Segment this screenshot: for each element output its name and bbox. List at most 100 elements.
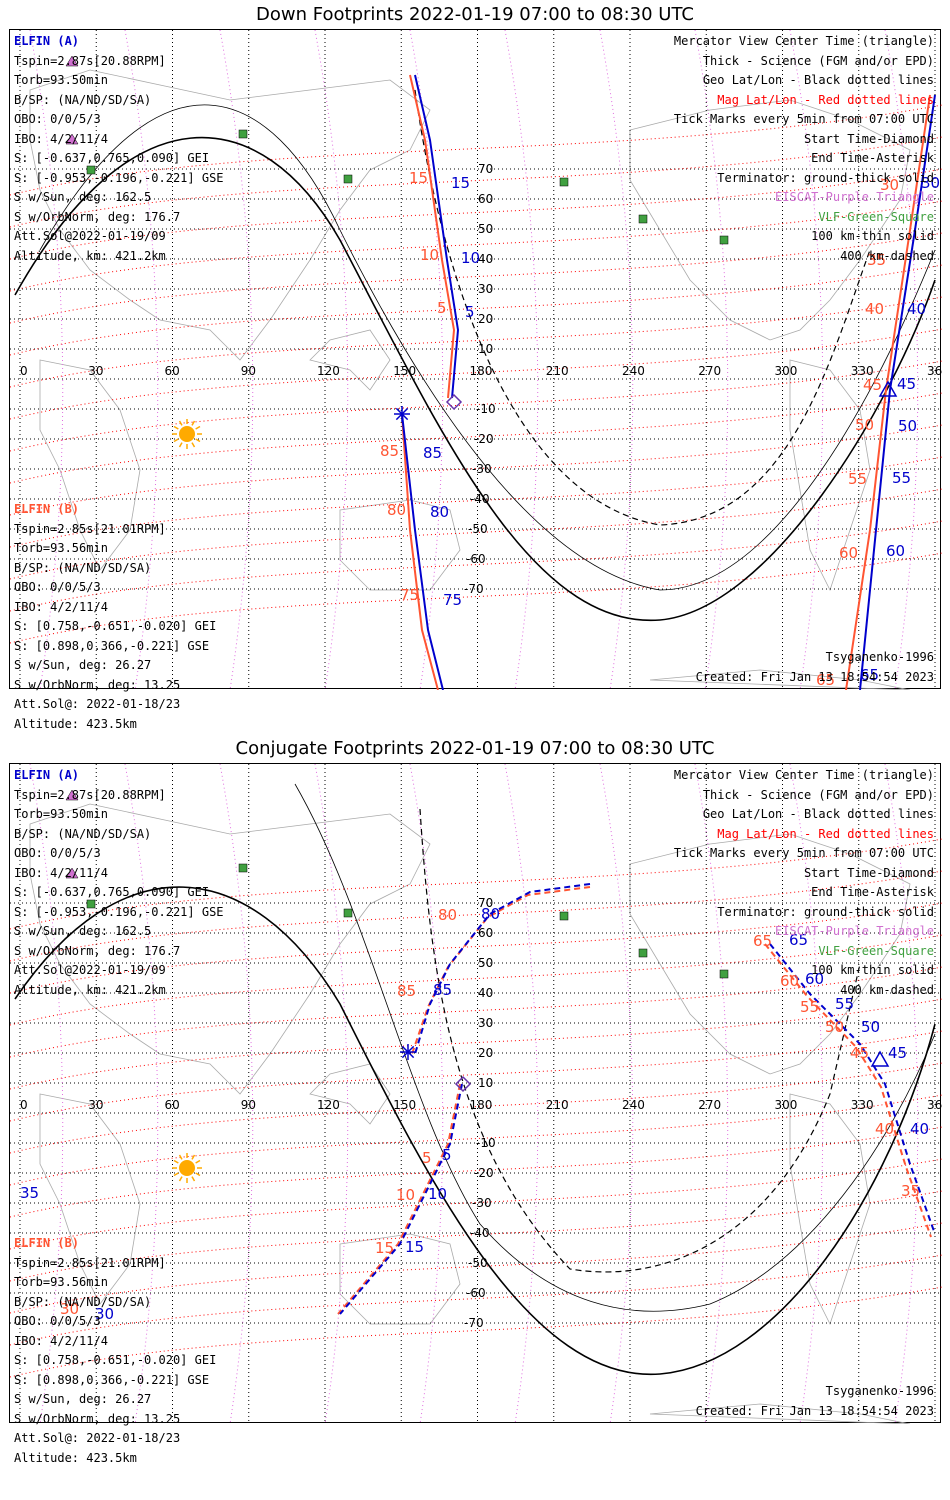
legend-entry: Mag Lat/Lon - Red dotted lines	[717, 826, 934, 841]
legend-entry: End Time-Asterisk	[811, 885, 934, 899]
elfin-b-info-line: IBO: 4/2/11/4	[14, 1333, 108, 1348]
elfin-b-info: ELFIN (B) Tspin=2.85s[21.01RPM] Torb=93.56…	[14, 500, 216, 734]
sun-ray	[173, 1159, 179, 1164]
mag-meridian	[409, 764, 444, 1424]
elfin-b-tick-label: 75	[400, 586, 419, 604]
sun-disc	[179, 426, 195, 442]
lon-tick-label: 300	[775, 364, 798, 378]
elfin-a-info-line: S w/OrbNorm, deg: 176.7	[14, 209, 181, 224]
elfin-b-tick-label: 50	[825, 1018, 844, 1036]
lon-tick-label: 60	[165, 364, 180, 378]
sun-ray	[173, 425, 179, 430]
lat-label: 10	[478, 1076, 493, 1090]
mag-parallel	[10, 264, 942, 356]
elfin-b-tick-label: 10	[420, 246, 439, 264]
landmass	[649, 1403, 911, 1424]
elfin-b-info-line: S: [0.758,-0.651,-0.020] GEI	[14, 619, 217, 633]
lon-tick-label: 270	[698, 1098, 721, 1112]
elfin-a-info-line: OBO: 0/0/5/3	[14, 112, 101, 126]
lat-label: 70	[478, 896, 493, 910]
landmass	[309, 329, 391, 391]
legend-entry: 400 km-dashed	[840, 248, 934, 263]
elfin-a-tick-label: 40	[907, 300, 926, 318]
elfin-b-tick-label: 60	[839, 544, 858, 562]
legend-entry: Terminator: ground-thick solid	[717, 170, 934, 185]
lat-label: -60	[466, 1286, 486, 1300]
lon-tick-label: 300	[775, 1098, 798, 1112]
elfin-b-tick-label: 80	[387, 501, 406, 519]
elfin-a-tick-label: 35	[20, 1184, 39, 1202]
landmass	[629, 99, 911, 341]
conjugate-footprints-map: 0 30 60 90 120 150 180 210 240 270 300 330 360 70 60 50…	[9, 763, 942, 1465]
footprint-400km	[419, 808, 861, 1273]
vlf-station-marker	[559, 911, 569, 921]
lat-label: -40	[470, 492, 490, 506]
lat-label: 70	[478, 162, 493, 176]
landmass	[629, 833, 911, 1075]
legend-entry: VLF-Green-Square	[818, 209, 934, 224]
mag-meridian	[504, 764, 539, 1424]
map-legend: Mercator View Center Time (triangle) Thic…	[674, 766, 934, 1000]
lon-tick-label: 90	[241, 1098, 256, 1112]
elfin-b-info-line: S: [0.898,0.366,-0.221] GSE	[14, 638, 210, 653]
elfin-b-tick-label: 55	[848, 470, 867, 488]
terminator-ground	[14, 886, 936, 1375]
landmass	[339, 499, 461, 591]
elfin-a-tick-label: 85	[433, 981, 452, 999]
elfin-b-info-line: OBO: 0/0/5/3	[14, 580, 101, 594]
elfin-a-tick-label: 60	[886, 542, 905, 560]
mag-meridian	[504, 30, 539, 690]
elfin-a-tick-label: 65	[789, 931, 808, 949]
sun-ray	[173, 438, 179, 443]
landmass	[29, 803, 431, 1095]
elfin-b-info: ELFIN (B) Tspin=2.85s[21.01RPM] Torb=93.56…	[14, 1234, 216, 1468]
elfin-a-info-line: B/SP: (NA/ND/SD/SA)	[14, 826, 152, 841]
elfin-b-info-line: Torb=93.56min	[14, 1275, 108, 1289]
elfin-a-tick-label: 5	[442, 1146, 452, 1164]
elfin-b-tick-label: 50	[855, 416, 874, 434]
end-asterisk-marker	[400, 1044, 416, 1060]
elfin-b-info-line: Torb=93.56min	[14, 541, 108, 555]
elfin-a-tick-label: 30	[95, 1305, 114, 1323]
elfin-a-info: ELFIN (A) Tspin=2.87s[20.88RPM] Torb=93.50…	[14, 766, 224, 1000]
start-diamond-marker	[445, 393, 463, 411]
lon-tick-label: 330	[851, 1098, 874, 1112]
elfin-b-info-line: IBO: 4/2/11/4	[14, 599, 108, 614]
sun-ray	[191, 420, 196, 426]
lon-tick-label: 240	[622, 364, 645, 378]
elfin-a-info-line: Altitude, km: 421.2km	[14, 982, 166, 997]
elfin-a-tick-label: 65	[860, 666, 879, 684]
elfin-b-info-line: S w/OrbNorm, deg: 13.25	[14, 1411, 181, 1426]
elfin-a-heading: ELFIN (A)	[14, 34, 80, 48]
lat-label: -30	[472, 1196, 492, 1210]
elfin-b-tick-label: 85	[397, 982, 416, 1000]
created-timestamp: Created: Fri Jan 13 18:54:54 2023	[695, 670, 934, 684]
terminator-ground	[14, 136, 936, 621]
lat-label: 50	[478, 222, 493, 236]
legend-entry: Thick - Science (FGM and/or EPD)	[702, 53, 934, 68]
lon-tick-label: 330	[851, 364, 874, 378]
elfin-a-info-line: S: [-0.953,-0.196,-0.221] GSE	[14, 170, 224, 185]
sun-ray	[173, 1172, 179, 1177]
elfin-a-tick-label: 60	[805, 970, 824, 988]
lat-label: -50	[468, 522, 488, 536]
vlf-station-marker	[238, 863, 248, 873]
elfin-b-tick-label: 85	[380, 442, 399, 460]
elfin-a-tick-label: 45	[888, 1044, 907, 1062]
elfin-a-info-line: Att.Sol@2022-01-19/09	[14, 229, 166, 243]
sun-ray	[191, 1154, 196, 1160]
elfin-a-info-line: S: [-0.637,0.765,0.090] GEI	[14, 151, 210, 165]
start-diamond-marker	[454, 1075, 472, 1093]
sun-disc	[179, 1160, 195, 1176]
elfin-a-info: ELFIN (A) Tspin=2.87s[20.88RPM] Torb=93.50…	[14, 32, 224, 266]
lat-label: 60	[478, 926, 493, 940]
vlf-station-marker	[719, 969, 729, 979]
vlf-station-marker	[86, 899, 96, 909]
map-legend: Mercator View Center Time (triangle) Thic…	[674, 32, 934, 266]
map-canvas: 0 30 60 90 120 150 180 210 240 270 300 330 360 70 60 50…	[10, 30, 942, 690]
vlf-station-marker	[343, 174, 353, 184]
elfin-a-info-line: Torb=93.50min	[14, 73, 108, 87]
lon-tick-label: 0	[20, 1098, 28, 1112]
elfin-b-info-line: B/SP: (NA/ND/SD/SA)	[14, 1294, 152, 1309]
lat-label: 50	[478, 956, 493, 970]
